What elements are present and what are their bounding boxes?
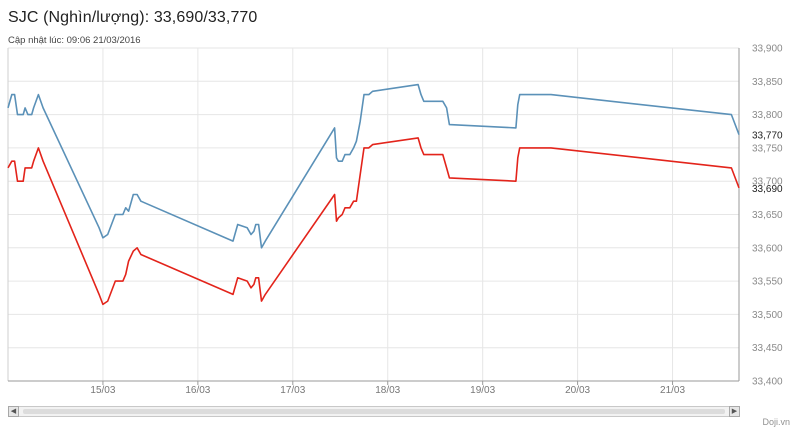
x-tick-label: 18/03 <box>375 385 400 396</box>
series-line-2 <box>7 137 740 306</box>
price-chart: 33,400 33,450 33,500 33,550 33,600 33,650 33,7… <box>7 44 783 396</box>
last-value-label: 33,770 <box>752 131 783 142</box>
x-tick-label: 19/03 <box>470 385 495 396</box>
x-tick-label: 21/03 <box>660 385 685 396</box>
horizontal-scrollbar[interactable]: ◀ ▶ <box>8 406 740 417</box>
axis-layer: 33,400 33,450 33,500 33,550 33,600 33,650 33,7… <box>7 44 783 396</box>
series-layer <box>7 83 740 306</box>
y-tick-label: 33,700 <box>752 177 783 188</box>
y-tick-label: 33,800 <box>752 110 783 121</box>
arrow-left-icon[interactable]: ◀ <box>8 406 19 417</box>
x-tick-label: 20/03 <box>565 385 590 396</box>
series-line-1 <box>7 83 740 249</box>
arrow-right-icon[interactable]: ▶ <box>729 406 740 417</box>
y-tick-label: 33,400 <box>752 377 783 388</box>
y-tick-label: 33,850 <box>752 77 783 88</box>
chart-title: SJC (Nghìn/lượng): 33,690/33,770 <box>8 9 258 26</box>
last-value-label: 33,690 <box>752 184 783 195</box>
y-tick-label: 33,600 <box>752 243 783 254</box>
label-layer: 33,770 33,690 <box>752 131 783 195</box>
update-timestamp: Cập nhật lúc: 09:06 21/03/2016 <box>8 35 141 46</box>
y-tick-label: 33,550 <box>752 277 783 288</box>
y-tick-label: 33,750 <box>752 143 783 154</box>
source-credit[interactable]: Doji.vn <box>762 417 790 427</box>
x-tick-label: 16/03 <box>185 385 210 396</box>
y-tick-label: 33,650 <box>752 210 783 221</box>
y-tick-label: 33,450 <box>752 343 783 354</box>
y-tick-label: 33,500 <box>752 310 783 321</box>
x-tick-label: 17/03 <box>280 385 305 396</box>
grid-layer <box>8 47 739 382</box>
y-tick-label: 33,900 <box>752 44 783 55</box>
x-tick-label: 15/03 <box>90 385 115 396</box>
scrollbar-thumb[interactable] <box>23 409 725 414</box>
